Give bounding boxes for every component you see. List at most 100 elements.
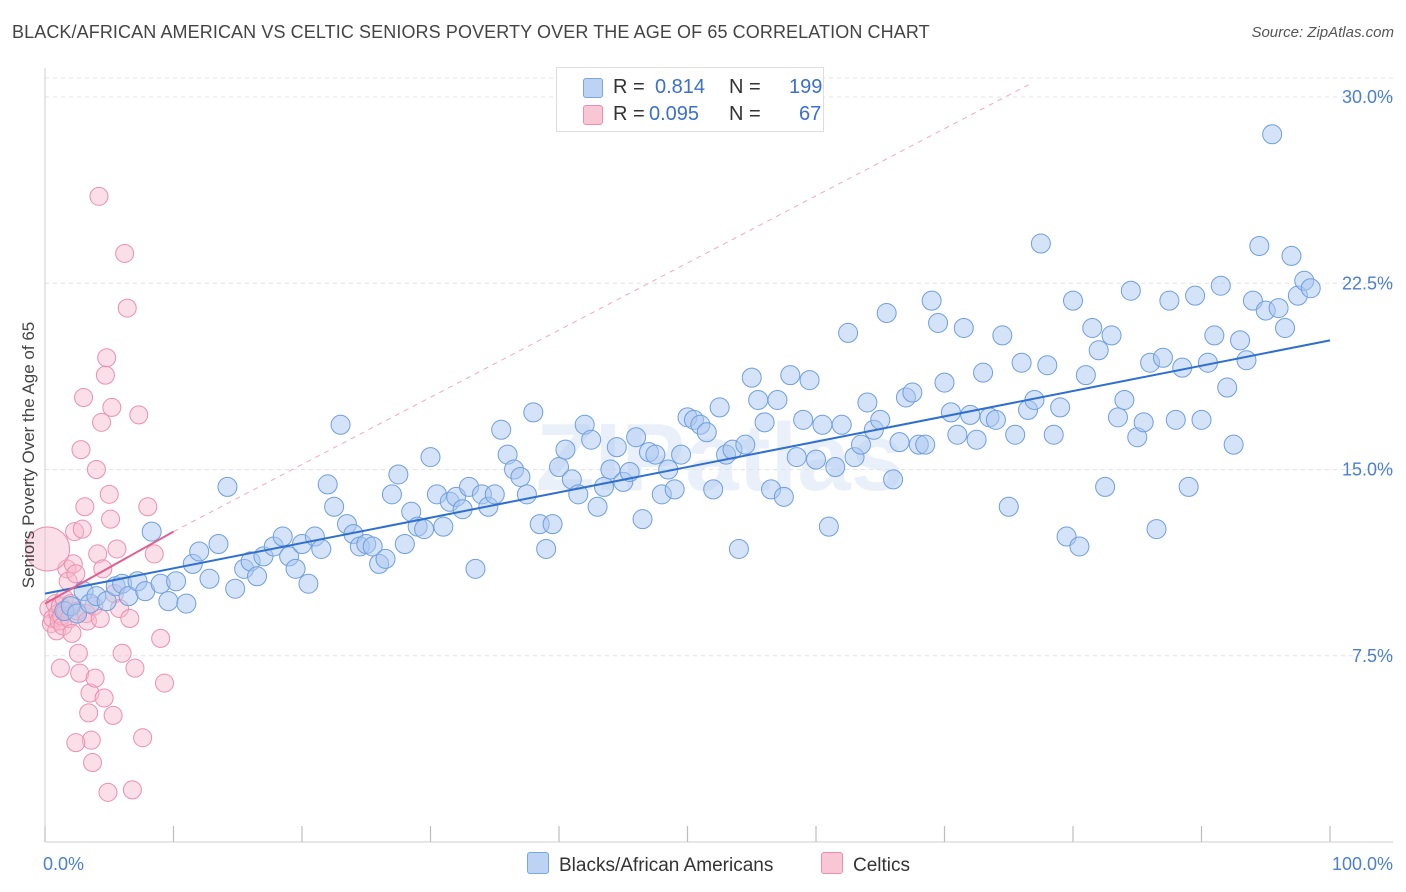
- celtics-point: [70, 663, 90, 683]
- legend-swatch-blue: [527, 852, 549, 874]
- blacks-point: [491, 419, 512, 440]
- legend-label-celtics: Celtics: [853, 855, 911, 876]
- celtics-point: [80, 683, 100, 703]
- blacks-point: [1165, 409, 1186, 430]
- celtics-point: [71, 440, 91, 460]
- y-tick-label: 15.0%: [1342, 460, 1393, 480]
- celtics-point: [88, 544, 108, 564]
- blacks-point: [1050, 397, 1071, 418]
- blacks-point: [1075, 365, 1096, 386]
- blacks-point: [780, 365, 801, 386]
- blacks-point: [1095, 476, 1116, 497]
- y-tick-label: 22.5%: [1342, 273, 1393, 293]
- celtics-point: [112, 643, 132, 663]
- celtics-point: [117, 298, 137, 318]
- blacks-point: [1268, 298, 1289, 319]
- legend-r-value: 0.814: [655, 76, 706, 98]
- blacks-point: [272, 526, 293, 547]
- legend-swatch-pink: [583, 105, 603, 125]
- celtics-point: [66, 564, 86, 584]
- celtics-point: [50, 658, 70, 678]
- blacks-point: [754, 412, 775, 433]
- blacks-point: [1275, 317, 1296, 338]
- blacks-point: [298, 573, 319, 594]
- blacks-point: [217, 476, 238, 497]
- blacks-point: [1236, 350, 1257, 371]
- celtics-point: [25, 526, 71, 572]
- blacks-point: [324, 496, 345, 517]
- blacks-point: [1281, 245, 1302, 266]
- celtics-point: [133, 728, 153, 748]
- blacks-point: [362, 536, 383, 557]
- blacks-point: [1101, 325, 1122, 346]
- legend-item-celtics: Celtics: [821, 852, 910, 877]
- blacks-point: [825, 457, 846, 478]
- x-tick-label: 0.0%: [43, 854, 84, 874]
- blacks-point: [593, 476, 614, 497]
- blacks-point: [940, 402, 961, 423]
- stats-legend: R = 0.814 N = 199 R = 0.095 N = 67: [556, 67, 824, 132]
- blacks-point: [1069, 536, 1090, 557]
- blacks-point: [838, 322, 859, 343]
- blacks-point: [902, 382, 923, 403]
- blacks-point: [1191, 409, 1212, 430]
- blacks-point: [850, 434, 871, 455]
- blacks-point: [1217, 377, 1238, 398]
- blacks-point: [420, 447, 441, 468]
- blacks-point: [1011, 352, 1032, 373]
- blacks-point: [645, 444, 666, 465]
- grid-lines: [45, 77, 1393, 657]
- celtics-point: [72, 519, 92, 539]
- blacks-point: [1133, 412, 1154, 433]
- blacks-point: [741, 367, 762, 388]
- blacks-point: [587, 496, 608, 517]
- blacks-point: [973, 362, 994, 383]
- blacks-point: [1146, 519, 1167, 540]
- trend-lines: [44, 339, 1331, 605]
- celtics-point: [66, 733, 86, 753]
- blacks-point: [915, 434, 936, 455]
- blacks-point: [889, 432, 910, 453]
- y-axis-label: Seniors Poverty Over the Age of 65: [19, 322, 38, 588]
- blacks-point: [225, 578, 246, 599]
- blacks-point: [831, 414, 852, 435]
- blacks-point: [484, 484, 505, 505]
- blacks-point: [767, 389, 788, 410]
- blacks-point: [876, 303, 897, 324]
- y-tick-label: 30.0%: [1342, 87, 1393, 107]
- celtics-point: [107, 539, 127, 559]
- legend-n-label: N =: [729, 103, 761, 125]
- blacks-point: [1037, 355, 1058, 376]
- celtics-point: [89, 186, 109, 206]
- celtics-point: [151, 628, 171, 648]
- blacks-point: [311, 538, 332, 559]
- celtics-point: [75, 497, 95, 517]
- celtics-point: [144, 544, 164, 564]
- blacks-point: [1204, 325, 1225, 346]
- blacks-point: [141, 521, 162, 542]
- y-tick-label: 7.5%: [1352, 646, 1393, 666]
- celtics-point: [129, 405, 149, 425]
- blacks-point: [1063, 290, 1083, 311]
- blacks-point: [664, 479, 685, 500]
- celtics-point: [81, 730, 101, 750]
- blacks-point: [199, 568, 220, 589]
- celtics-point: [79, 703, 99, 723]
- blacks-point: [542, 514, 563, 535]
- celtics-point: [98, 782, 118, 802]
- legend-r-value: 0.095: [649, 103, 700, 125]
- legend-n-value: 67: [799, 103, 822, 125]
- celtics-point: [101, 509, 121, 529]
- blacks-point: [998, 496, 1019, 517]
- blacks-point: [166, 571, 187, 592]
- blacks-point: [728, 538, 749, 559]
- blacks-point: [928, 312, 949, 333]
- blacks-point: [966, 429, 987, 450]
- blacks-point: [1178, 476, 1199, 497]
- blacks-point: [158, 591, 179, 612]
- blacks-point: [465, 558, 486, 579]
- blacks-point: [1107, 407, 1128, 428]
- blacks-point: [1249, 236, 1270, 256]
- legend-n-value: 199: [789, 76, 823, 98]
